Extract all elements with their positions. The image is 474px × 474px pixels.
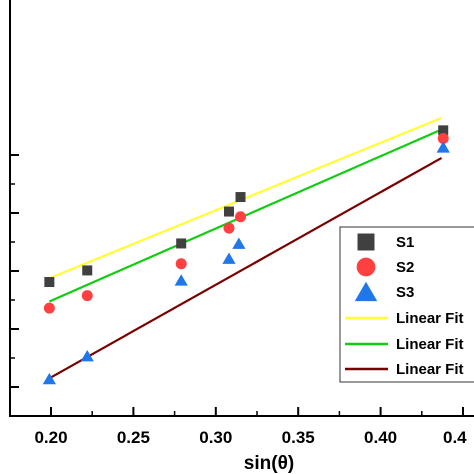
data-point-s2 [223,222,235,234]
legend-marker-s3 [354,281,378,302]
x-tick-label: 0.25 [117,428,150,447]
data-point-s3 [436,141,450,153]
data-point-s3 [42,372,56,385]
data-point-s2 [43,302,55,314]
legend-label: Linear Fit [396,361,464,378]
legend-box [339,226,474,383]
x-tick-label: 0.35 [282,428,315,447]
data-point-s2 [437,132,449,144]
plot-frame [9,0,474,417]
data-point-s3 [232,237,246,249]
data-point-s2 [235,211,247,223]
x-tick-label: 0.20 [34,428,67,447]
data-point-s1 [82,265,93,276]
data-point-s1 [235,192,246,203]
legend-label: S1 [396,234,414,251]
linear-fit-line [48,156,443,380]
data-point-s1 [223,206,234,217]
legend-label: Linear Fit [396,310,464,327]
data-point-s2 [175,258,187,270]
x-axis-title: sin(θ) [244,453,294,474]
x-axis-ticks: 0.20 0.25 0.30 0.35 0.40 0.4 [34,407,467,447]
data-point-s3 [222,252,236,264]
legend-marker-s1 [357,233,375,251]
data-point-s1 [438,125,449,136]
x-tick-label: 0.30 [199,428,232,447]
legend-label: S3 [396,284,414,301]
legend-label: S2 [396,259,414,276]
legend-marker-s2 [356,257,376,277]
data-point-s3 [80,349,94,362]
data-point-s1 [44,277,55,288]
legend: S1 S2 S3 Linear Fit Linear Fit Linear Fit [339,226,474,383]
legend-label: Linear Fit [396,336,464,353]
data-point-s3 [174,274,188,286]
data-point-s1 [176,238,187,249]
data-markers [42,125,450,385]
x-tick-label: 0.4 [443,428,467,447]
y-axis-ticks [10,154,19,388]
x-tick-label: 0.40 [364,428,397,447]
data-point-s2 [81,290,93,302]
